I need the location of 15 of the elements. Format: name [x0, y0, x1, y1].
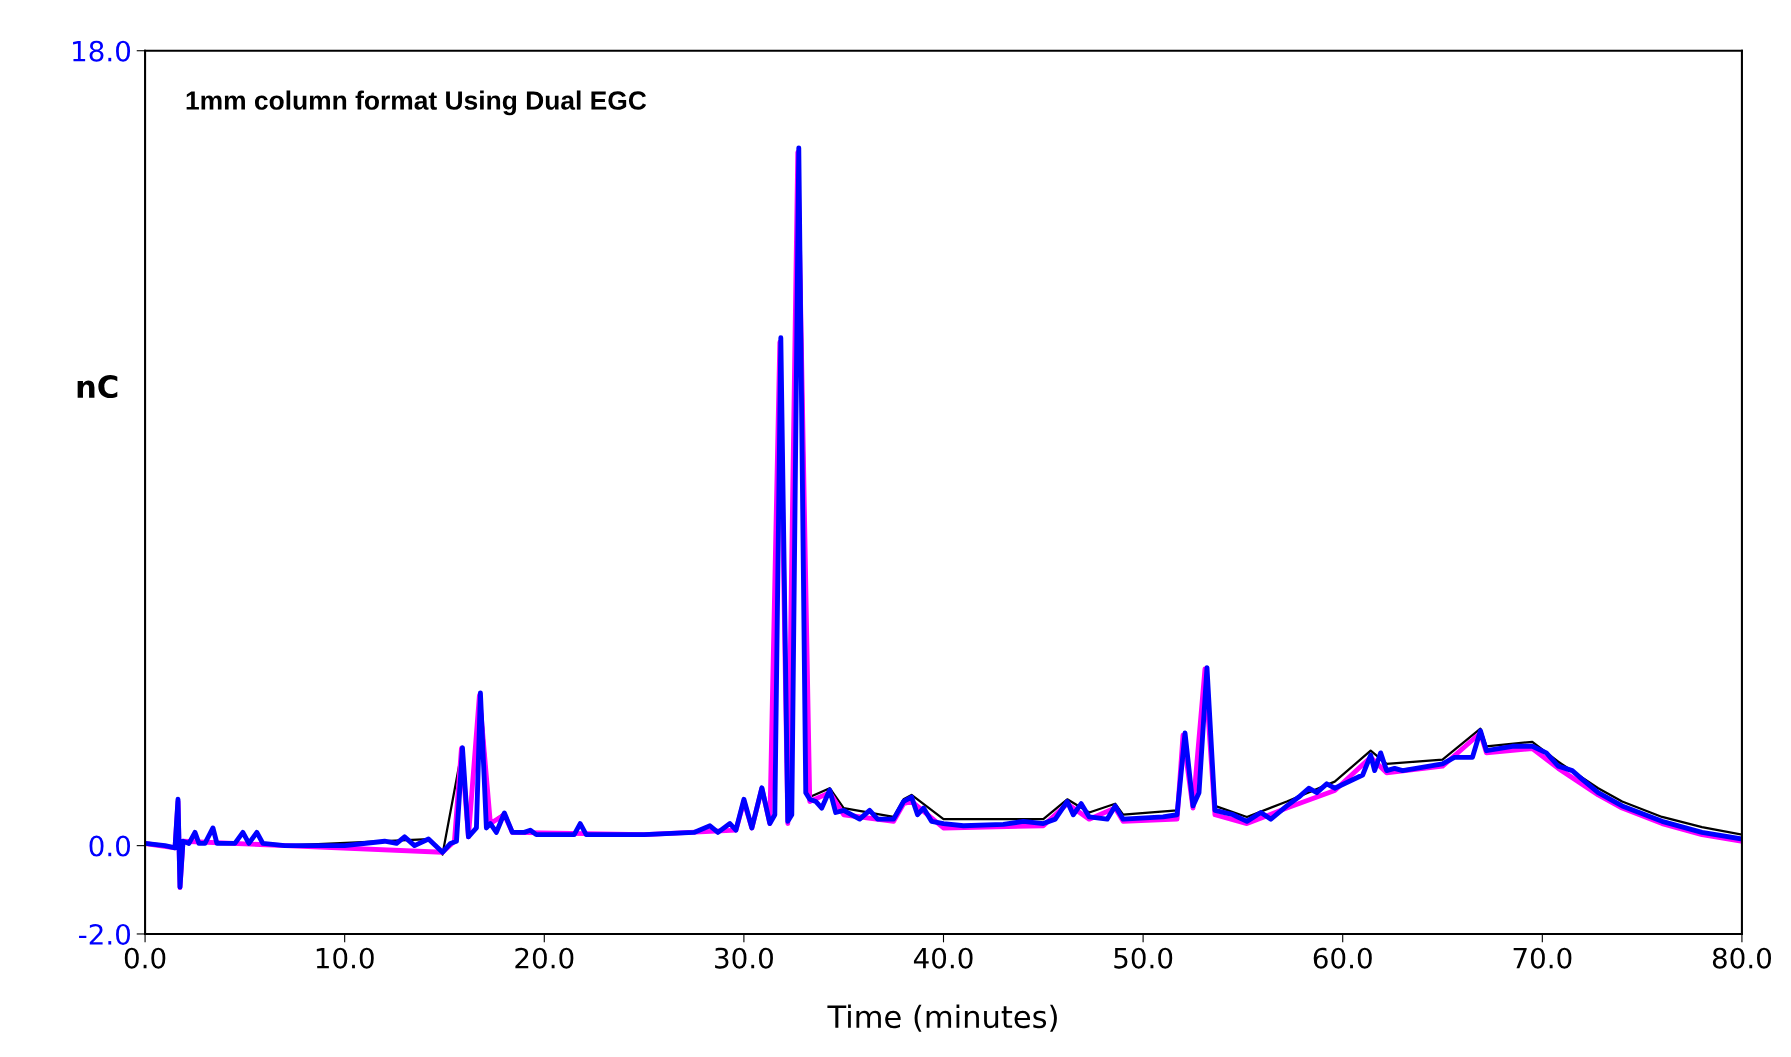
x-tick-label: 10.0: [316, 947, 374, 969]
x-tick-label: 50.0: [1114, 947, 1173, 969]
y-tick-label: 0.0: [89, 835, 131, 857]
y-tick-label: -2.0: [79, 923, 131, 945]
x-tick-label: 60.0: [1313, 947, 1372, 969]
annotation: 1mm column format Using Dual EGC: [186, 90, 647, 116]
x-tick-label: 30.0: [715, 947, 773, 969]
x-axis-title: Time (minutes): [827, 1004, 1057, 1032]
x-tick-label: 80.0: [1712, 947, 1772, 969]
x-tick-label: 40.0: [913, 947, 973, 969]
x-tick-label: 70.0: [1513, 947, 1572, 969]
y-tick-label: 18.0: [73, 40, 131, 62]
y-axis-title: nC: [77, 375, 118, 399]
x-tick-label: 0.0: [124, 947, 166, 969]
x-tick-label: 20.0: [515, 947, 574, 969]
